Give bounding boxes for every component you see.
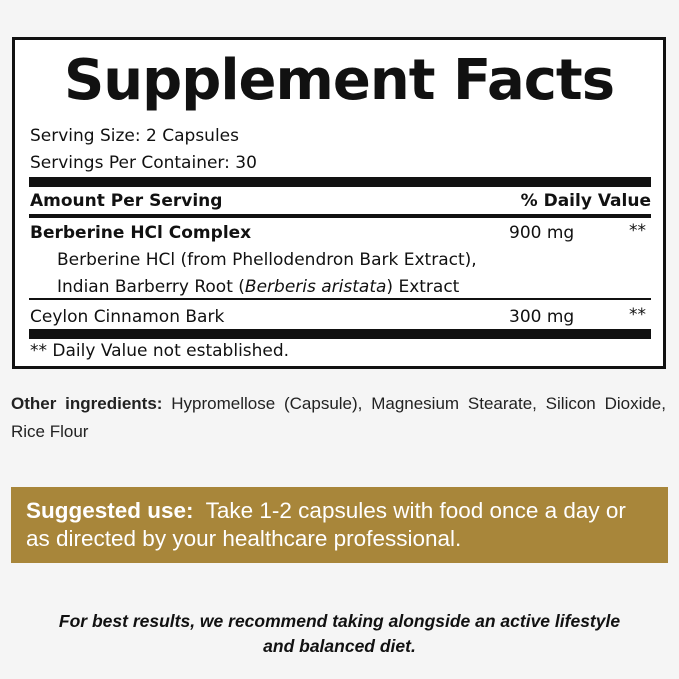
note-line: For best results, we recommend taking al… [58,611,621,631]
header-daily-value: % Daily Value [520,191,651,211]
thick-divider [29,329,651,339]
servings-per-container: Servings Per Container: 30 [30,153,257,173]
thick-divider [29,177,651,187]
ingredient-amount: 300 mg [509,307,575,327]
ingredient-dv: ** [629,305,646,325]
footnote: ** Daily Value not established. [30,341,290,361]
supplement-facts-panel: Supplement Facts Serving Size: 2 Capsule… [12,37,666,369]
divider [29,214,651,218]
suggested-use-box: Suggested use: Take 1-2 capsules with fo… [11,487,668,563]
header-amount: Amount Per Serving [30,191,223,211]
ingredient-dv: ** [629,221,646,241]
ingredient-name: Ceylon Cinnamon Bark [30,307,225,327]
ingredient-detail: Indian Barberry Root (Berberis aristata)… [57,277,460,297]
serving-size: Serving Size: 2 Capsules [30,126,239,146]
ingredient-name: Berberine HCl Complex [30,223,252,243]
ingredient-amount: 900 mg [509,223,575,243]
best-results-note: For best results, we recommend taking al… [0,609,679,659]
note-line: and balanced diet. [263,636,416,656]
other-ingredients: Other ingredients: Hypromellose (Capsule… [11,394,666,441]
ingredient-detail: Berberine HCl (from Phellodendron Bark E… [57,250,477,270]
panel-title: Supplement Facts [63,48,615,113]
thin-divider [29,298,651,300]
